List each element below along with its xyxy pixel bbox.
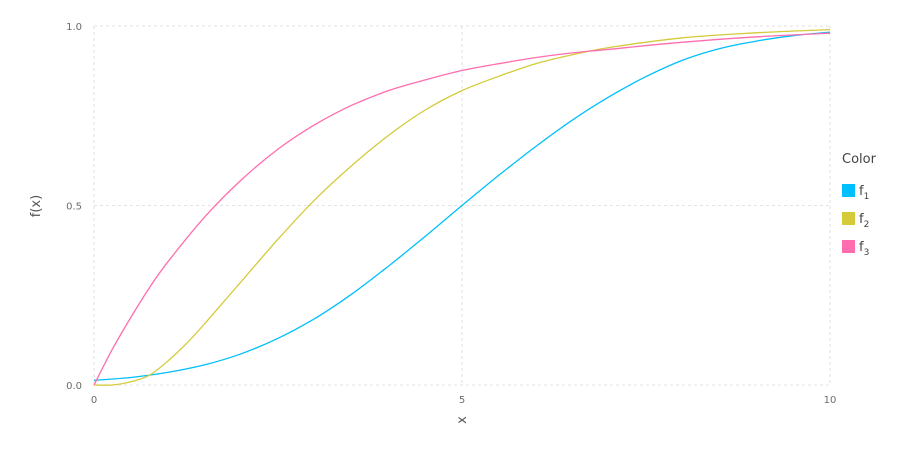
legend-label-1: f1 bbox=[859, 184, 869, 202]
series-line-1 bbox=[93, 31, 831, 381]
legend-swatch-2 bbox=[842, 212, 855, 225]
y-tick-label: 0.0 bbox=[66, 381, 82, 392]
legend-swatch-1 bbox=[842, 184, 855, 197]
legend-swatch-3 bbox=[842, 240, 855, 253]
series-layer bbox=[93, 28, 831, 386]
series-line-3 bbox=[93, 32, 831, 386]
legend-label-subscript: 2 bbox=[864, 220, 870, 230]
legend-label-base: f bbox=[859, 240, 864, 255]
legend-label-3: f3 bbox=[859, 240, 869, 258]
legend-label-subscript: 1 bbox=[864, 192, 870, 202]
x-tick-label: 0 bbox=[91, 395, 97, 406]
legend-title: Color bbox=[842, 152, 877, 167]
legend-label-base: f bbox=[859, 184, 864, 199]
legend-label-subscript: 3 bbox=[864, 248, 870, 258]
legend-label-base: f bbox=[859, 212, 864, 227]
legend-label-2: f2 bbox=[859, 212, 869, 230]
x-axis-label: x bbox=[455, 416, 470, 424]
y-axis-label: f(x) bbox=[29, 195, 44, 217]
y-tick-label: 0.5 bbox=[66, 202, 82, 213]
tick-labels: 0 5 10 0.0 0.5 1.0 bbox=[66, 22, 836, 406]
y-tick-label: 1.0 bbox=[66, 22, 82, 33]
x-tick-label: 10 bbox=[824, 395, 837, 406]
x-tick-label: 5 bbox=[459, 395, 465, 406]
series-line-2 bbox=[93, 28, 831, 386]
